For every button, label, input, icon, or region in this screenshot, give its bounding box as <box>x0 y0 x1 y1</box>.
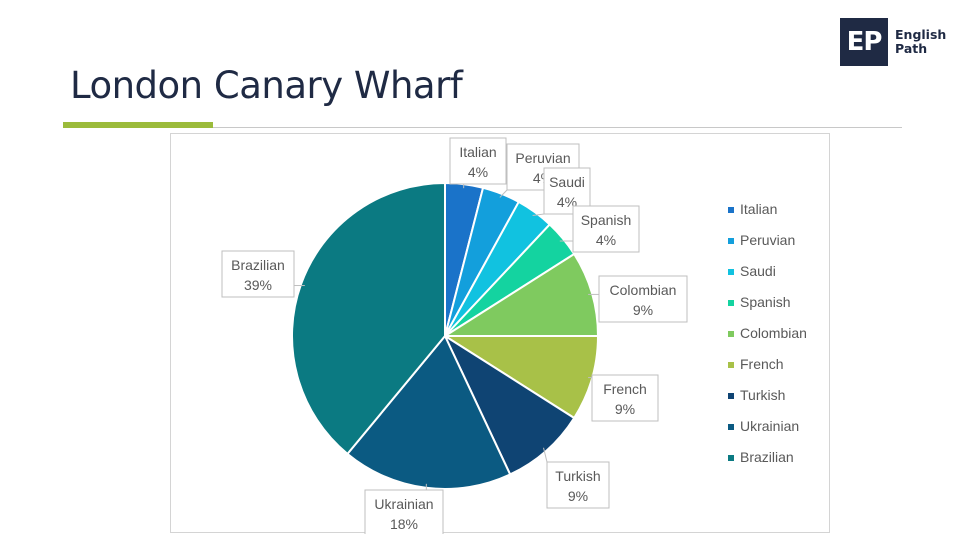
legend-item-ukrainian: Ukrainian <box>728 418 799 434</box>
slice-value-saudi: 4% <box>557 194 577 210</box>
page-title: London Canary Wharf <box>70 64 463 107</box>
legend-label-french: French <box>740 356 784 372</box>
callout-leader-saudi <box>532 213 545 216</box>
callout-ukrainian: Ukrainian 18% <box>364 483 444 534</box>
legend-item-spanish: Spanish <box>728 294 791 310</box>
legend-swatch-spanish <box>728 300 734 306</box>
legend-item-french: French <box>728 356 784 372</box>
slice-label-peruvian: Peruvian <box>515 150 570 166</box>
callout-colombian: Colombian 9% <box>588 275 688 323</box>
slice-label-turkish: Turkish <box>555 468 600 484</box>
slice-label-ukrainian: Ukrainian <box>374 496 433 512</box>
pie-slice-turkish <box>442 333 576 476</box>
legend-item-peruvian: Peruvian <box>728 232 795 248</box>
pie-slice-colombian <box>441 252 600 337</box>
legend-swatch-saudi <box>728 269 734 275</box>
logo-mark: EP <box>840 18 888 66</box>
legend-label-spanish: Spanish <box>740 294 791 310</box>
pie-slice-brazilian <box>291 181 446 456</box>
callout-box-brazilian <box>221 250 295 298</box>
legend-label-saudi: Saudi <box>740 263 776 279</box>
callout-leader-turkish <box>543 447 548 463</box>
callout-box-spanish <box>572 205 640 253</box>
slice-value-turkish: 9% <box>568 488 588 504</box>
slice-label-italian: Italian <box>459 144 496 160</box>
callout-italian: Italian 4% <box>449 137 507 189</box>
legend-item-italian: Italian <box>728 201 777 217</box>
legend-item-brazilian: Brazilian <box>728 449 794 465</box>
legend-label-peruvian: Peruvian <box>740 232 795 248</box>
legend-swatch-colombian <box>728 331 734 337</box>
callout-leader-peruvian <box>499 189 508 198</box>
pie-slices <box>291 181 600 490</box>
callout-box-ukrainian <box>364 489 444 534</box>
pie-chart: Italian4%Peruvian4%Saudi4%Spanish4%Colom… <box>221 137 807 534</box>
callout-box-turkish <box>546 461 610 509</box>
title-accent-bar <box>63 122 213 128</box>
logo-wordmark: English Path <box>895 28 946 56</box>
slice-callouts: Italian4%Peruvian4%Saudi4%Spanish4%Colom… <box>221 137 688 534</box>
title-divider <box>63 127 902 128</box>
chart-frame: Italian 4% Peruvian 4% Saudi 4% Spanish 4% Colom… <box>170 133 830 534</box>
legend-swatch-ukrainian <box>728 424 734 430</box>
legend-label-ukrainian: Ukrainian <box>740 418 799 434</box>
logo-line-1: English <box>895 27 947 42</box>
callout-brazilian: Brazilian 39% <box>221 250 305 298</box>
legend-item-colombian: Colombian <box>728 325 807 341</box>
slice-label-brazilian: Brazilian <box>231 257 285 273</box>
legend-swatch-brazilian <box>728 455 734 461</box>
legend-swatch-peruvian <box>728 238 734 244</box>
slice-value-italian: 4% <box>468 164 488 180</box>
legend-label-brazilian: Brazilian <box>740 449 794 465</box>
slice-value-ukrainian: 18% <box>390 516 418 532</box>
callout-spanish: Spanish 4% <box>559 205 640 253</box>
slice-value-colombian: 9% <box>633 302 653 318</box>
slice-label-french: French <box>603 381 647 397</box>
legend-item-turkish: Turkish <box>728 387 785 403</box>
chart-legend: Italian Peruvian Saudi Spanish Colombian Fren… <box>728 201 807 465</box>
callout-box-french <box>591 374 659 422</box>
logo-line-2: Path <box>895 41 928 56</box>
legend-swatch-french <box>728 362 734 368</box>
slice-label-colombian: Colombian <box>610 282 677 298</box>
legend-label-turkish: Turkish <box>740 387 785 403</box>
slice-label-saudi: Saudi <box>549 174 585 190</box>
slice-value-brazilian: 39% <box>244 277 272 293</box>
legend-swatch-turkish <box>728 393 734 399</box>
callout-turkish: Turkish 9% <box>543 447 610 509</box>
callout-box-italian <box>449 137 507 185</box>
callout-french: French 9% <box>588 374 659 422</box>
slice-label-spanish: Spanish <box>581 212 632 228</box>
callout-box-colombian <box>598 275 688 323</box>
legend-swatch-italian <box>728 207 734 213</box>
legend-label-colombian: Colombian <box>740 325 807 341</box>
slice-value-spanish: 4% <box>596 232 616 248</box>
legend-label-italian: Italian <box>740 201 777 217</box>
legend-item-saudi: Saudi <box>728 263 776 279</box>
slice-value-french: 9% <box>615 401 635 417</box>
english-path-logo: EP English Path <box>840 18 946 66</box>
